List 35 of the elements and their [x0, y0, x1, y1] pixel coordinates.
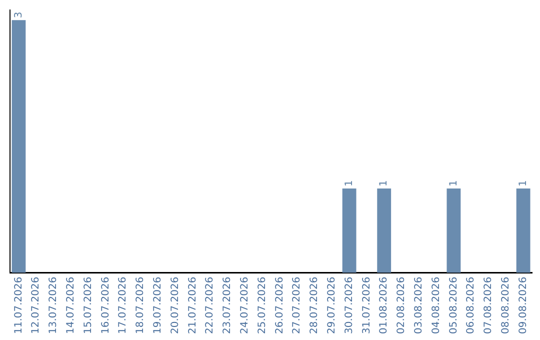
x-tick-label: 08.08.2026 — [500, 276, 512, 334]
x-tick-label: 21.07.2026 — [187, 276, 198, 334]
x-tick-label: 04.08.2026 — [430, 276, 442, 334]
data-label: 1 — [378, 180, 390, 187]
x-tick-label: 02.08.2026 — [396, 276, 408, 334]
x-tick-label: 09.08.2026 — [518, 276, 529, 334]
x-tick-label: 12.07.2026 — [30, 276, 42, 334]
x-tick-label: 29.07.2026 — [326, 276, 338, 334]
x-tick-label: 15.07.2026 — [82, 276, 94, 334]
x-tick-label: 23.07.2026 — [222, 276, 234, 334]
x-tick-label: 26.07.2026 — [274, 276, 286, 334]
x-tick-label: 19.07.2026 — [152, 276, 164, 334]
x-tick-label: 17.07.2026 — [118, 276, 129, 334]
data-label: 1 — [518, 180, 529, 187]
x-tick-label: 24.07.2026 — [239, 276, 250, 334]
data-label: 3 — [13, 12, 24, 18]
x-tick-label: 07.08.2026 — [483, 276, 494, 334]
x-tick-label: 31.07.2026 — [361, 276, 372, 334]
x-tick-label: 06.08.2026 — [466, 276, 477, 334]
x-tick-label: 22.07.2026 — [204, 276, 216, 334]
x-tick-label: 03.08.2026 — [413, 276, 424, 334]
data-label: 1 — [448, 180, 460, 187]
x-tick-label: 11.07.2026 — [13, 276, 24, 334]
x-tick-label: 27.07.2026 — [292, 276, 303, 334]
x-tick-label: 25.07.2026 — [256, 276, 268, 334]
x-tick-label: 28.07.2026 — [309, 276, 320, 334]
x-tick-label: 16.07.2026 — [100, 276, 112, 334]
data-label: 1 — [344, 180, 355, 187]
x-tick-label: 13.07.2026 — [48, 276, 60, 334]
x-tick-label: 05.08.2026 — [448, 276, 460, 334]
x-tick-label: 14.07.2026 — [65, 276, 76, 334]
x-tick-label: 20.07.2026 — [170, 276, 181, 334]
x-tick-label: 01.08.2026 — [378, 276, 390, 334]
x-tick-label: 18.07.2026 — [135, 276, 146, 334]
x-tick-label: 30.07.2026 — [344, 276, 355, 334]
